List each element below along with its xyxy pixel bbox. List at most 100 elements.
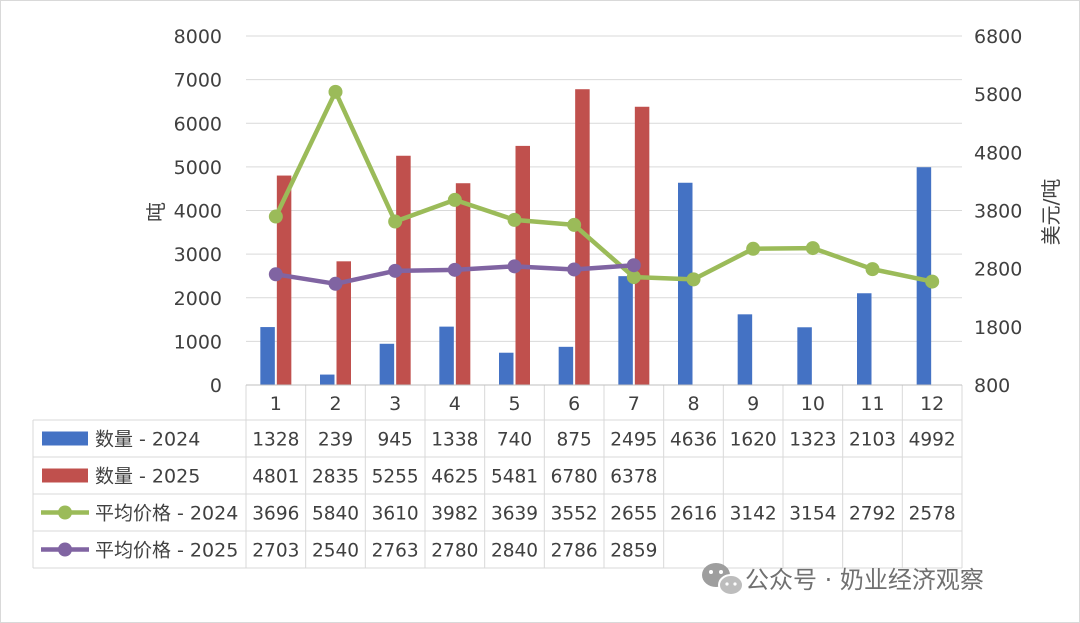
y2-tick-label: 2800 [974, 259, 1022, 281]
point [925, 274, 940, 289]
point [865, 262, 880, 277]
point [805, 241, 820, 256]
x-tick-label: 9 [747, 393, 759, 415]
data-label: 2786 [551, 541, 598, 562]
data-label: 1620 [730, 430, 777, 451]
point [746, 241, 761, 256]
data-label: 4636 [670, 430, 717, 451]
data-label: 5840 [312, 504, 359, 525]
y-tick-label: 3000 [174, 244, 222, 266]
data-label: 3639 [491, 504, 538, 525]
data-label: 2763 [372, 541, 419, 562]
bar [336, 261, 351, 385]
data-label: 740 [497, 430, 532, 451]
y-tick-label: 0 [210, 375, 222, 397]
wechat-icon [702, 563, 744, 596]
point [388, 214, 403, 229]
data-label: 2835 [312, 467, 359, 488]
bar [455, 183, 471, 385]
data-label: 2495 [610, 430, 657, 451]
point [507, 212, 522, 227]
x-tick-label: 8 [687, 393, 699, 415]
data-label: 2792 [849, 504, 896, 525]
bar [320, 374, 335, 385]
point [447, 192, 462, 207]
point [626, 270, 641, 285]
bar [558, 346, 574, 385]
data-label: 3982 [431, 504, 478, 525]
x-tick-label: 2 [329, 393, 341, 415]
x-tick-label: 7 [628, 393, 640, 415]
bar [379, 343, 395, 385]
y-tick-label: 4000 [174, 201, 222, 223]
x-tick-label: 1 [270, 393, 282, 415]
data-label: 6378 [610, 467, 657, 488]
bar [797, 327, 812, 385]
data-label: 3696 [252, 504, 299, 525]
y2-tick-label: 3800 [974, 201, 1022, 223]
gridlines [246, 35, 962, 342]
y2-tick-label: 1800 [974, 317, 1022, 339]
legend-marker [58, 505, 72, 520]
bar [575, 89, 590, 385]
watermark: 公众号 · 奶业经济观察 [702, 563, 984, 596]
point [388, 263, 403, 278]
legend-swatch [42, 468, 88, 483]
watermark-text: 公众号 · 奶业经济观察 [745, 566, 984, 594]
data-label: 945 [378, 430, 413, 451]
y-axis-title: 吨 [144, 202, 168, 222]
data-label: 2655 [610, 504, 657, 525]
point [447, 262, 462, 277]
data-label: 2616 [670, 504, 717, 525]
bar [916, 167, 932, 385]
data-label: 4992 [909, 430, 956, 451]
x-tick-label: 10 [801, 393, 825, 415]
data-label: 2103 [849, 430, 896, 451]
series-line [273, 89, 935, 284]
x-tick-label: 4 [449, 393, 461, 415]
data-label: 2859 [610, 541, 657, 562]
bar [276, 175, 292, 385]
point [328, 84, 343, 99]
point [626, 258, 641, 273]
legend-label: 数量 - 2025 [95, 466, 200, 488]
data-label: 3552 [551, 504, 598, 525]
y2-tick-label: 800 [974, 375, 1010, 397]
data-label: 2780 [431, 541, 478, 562]
x-tick-label: 6 [568, 393, 580, 415]
point [686, 272, 701, 287]
price-lines [268, 84, 940, 291]
point [268, 209, 283, 224]
point [567, 217, 582, 232]
y-tick-label: 8000 [174, 26, 222, 48]
point [507, 259, 522, 274]
point [328, 276, 343, 291]
data-label: 2578 [909, 504, 956, 525]
y-tick-label: 7000 [174, 70, 222, 92]
x-tick-label: 12 [920, 393, 944, 415]
data-label: 1338 [431, 430, 478, 451]
data-label: 2840 [491, 541, 538, 562]
y2-tick-label: 6800 [974, 26, 1022, 48]
bar [499, 352, 514, 385]
y2-tick-label: 4800 [974, 142, 1022, 164]
y-tick-label: 6000 [174, 113, 222, 135]
bar [634, 106, 650, 385]
point [268, 267, 283, 282]
data-label: 239 [318, 430, 353, 451]
bar [260, 327, 275, 385]
data-label: 3610 [372, 504, 419, 525]
bar [678, 182, 693, 385]
data-label: 3142 [730, 504, 777, 525]
legend-marker [58, 542, 72, 557]
legend-label: 数量 - 2024 [95, 429, 200, 451]
x-tick-label: 3 [389, 393, 401, 415]
bar [618, 276, 633, 385]
data-label: 4625 [431, 467, 478, 488]
data-label: 5255 [372, 467, 419, 488]
y-tick-label: 1000 [174, 331, 222, 353]
bar [439, 326, 454, 385]
axes: 0 1000 2000 3000 4000 5000 6000 7000 8000 800 1800… [174, 26, 1023, 397]
